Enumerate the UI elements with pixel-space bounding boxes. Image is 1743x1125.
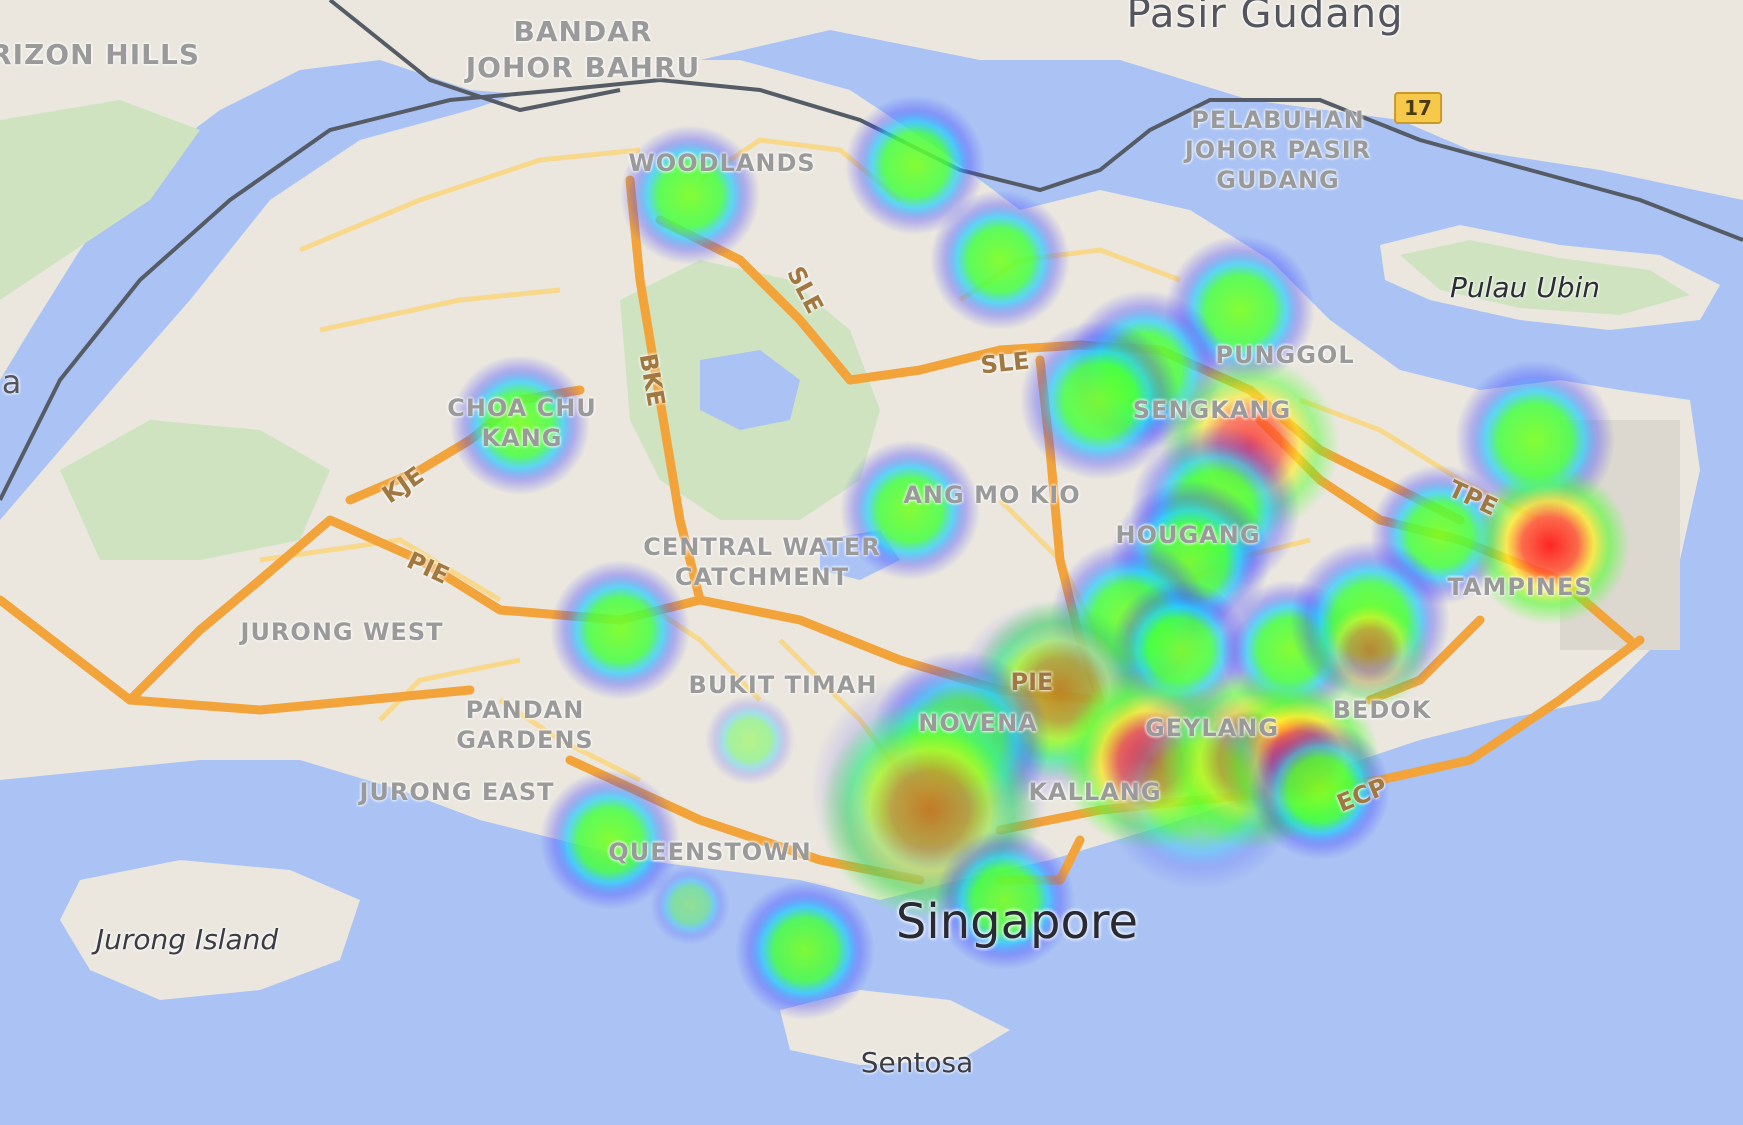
label-horizon-hills: RIZON HILLS [0,38,200,71]
label-tampines: TAMPINES [1447,573,1593,601]
label-singapore: Singapore [895,894,1139,950]
label-pandan: PANDAN [465,696,585,724]
border-line [328,0,621,113]
label-kang: KANG [481,424,563,452]
heat-point [735,880,875,1020]
label-central-water: CENTRAL WATER [643,533,881,561]
label-geylang: GEYLANG [1144,714,1280,742]
heat-point [550,560,690,700]
label-ang-mo-kio: ANG MO KIO [903,481,1081,509]
label-sentosa: Sentosa [860,1046,974,1079]
heat-point [845,95,985,235]
johor-mainland-land [0,0,1743,380]
label-pelabuhan: PELABUHAN [1191,106,1365,134]
label-punggol: PUNGGOL [1215,341,1355,369]
label-jurong-island: Jurong Island [95,923,279,956]
label-queenstown: QUEENSTOWN [608,838,812,866]
heat-point [1250,720,1390,860]
label-jurong-east: JURONG EAST [359,778,555,806]
heat-point [1470,465,1630,625]
heat-point [705,695,795,785]
label-choa-chu: CHOA CHU [447,394,597,422]
label-novena: NOVENA [918,709,1038,737]
heat-point [540,770,680,910]
label-left-edge: a [1,363,23,401]
label-bandar: BANDAR [513,15,653,48]
heat-point [1100,690,1300,890]
label-bedok: BEDOK [1332,696,1432,724]
reservoir [700,350,800,430]
label-jurong-west: JURONG WEST [240,618,444,646]
label-sengkang: SENGKANG [1132,396,1292,424]
pulau-ubin-park [1400,240,1690,315]
heat-point [620,125,760,265]
heat-point [650,865,730,945]
label-bukit-timah: BUKIT TIMAH [688,671,878,699]
label-johor-pasir: JOHOR PASIR [1184,136,1372,164]
label-gudang: GUDANG [1216,166,1340,194]
label-pasir-gudang: Pasir Gudang [1126,0,1404,37]
label-gardens: GARDENS [456,726,594,754]
heat-point [935,830,1075,970]
heat-point [1310,590,1430,710]
route-shield-17: 17 [1394,92,1442,124]
heat-point [450,355,590,495]
western-park [60,420,330,560]
label-woodlands: WOODLANDS [628,149,816,177]
heat-point [930,190,1070,330]
heat-point [1020,320,1180,480]
highway-label-pie: PIE [1010,668,1054,696]
highway-label-sle: SLE [979,346,1031,380]
label-johor-bahru: JOHOR BAHRU [465,51,701,84]
heatmap-layer [450,95,1630,1020]
label-kallang: KALLANG [1028,778,1162,806]
label-catchment: CATCHMENT [674,563,850,591]
label-hougang: HOUGANG [1115,521,1261,549]
label-pulau-ubin: Pulau Ubin [1449,271,1601,304]
jurong-island-land [60,860,360,1000]
johor-park [0,100,200,300]
heat-point [840,440,980,580]
